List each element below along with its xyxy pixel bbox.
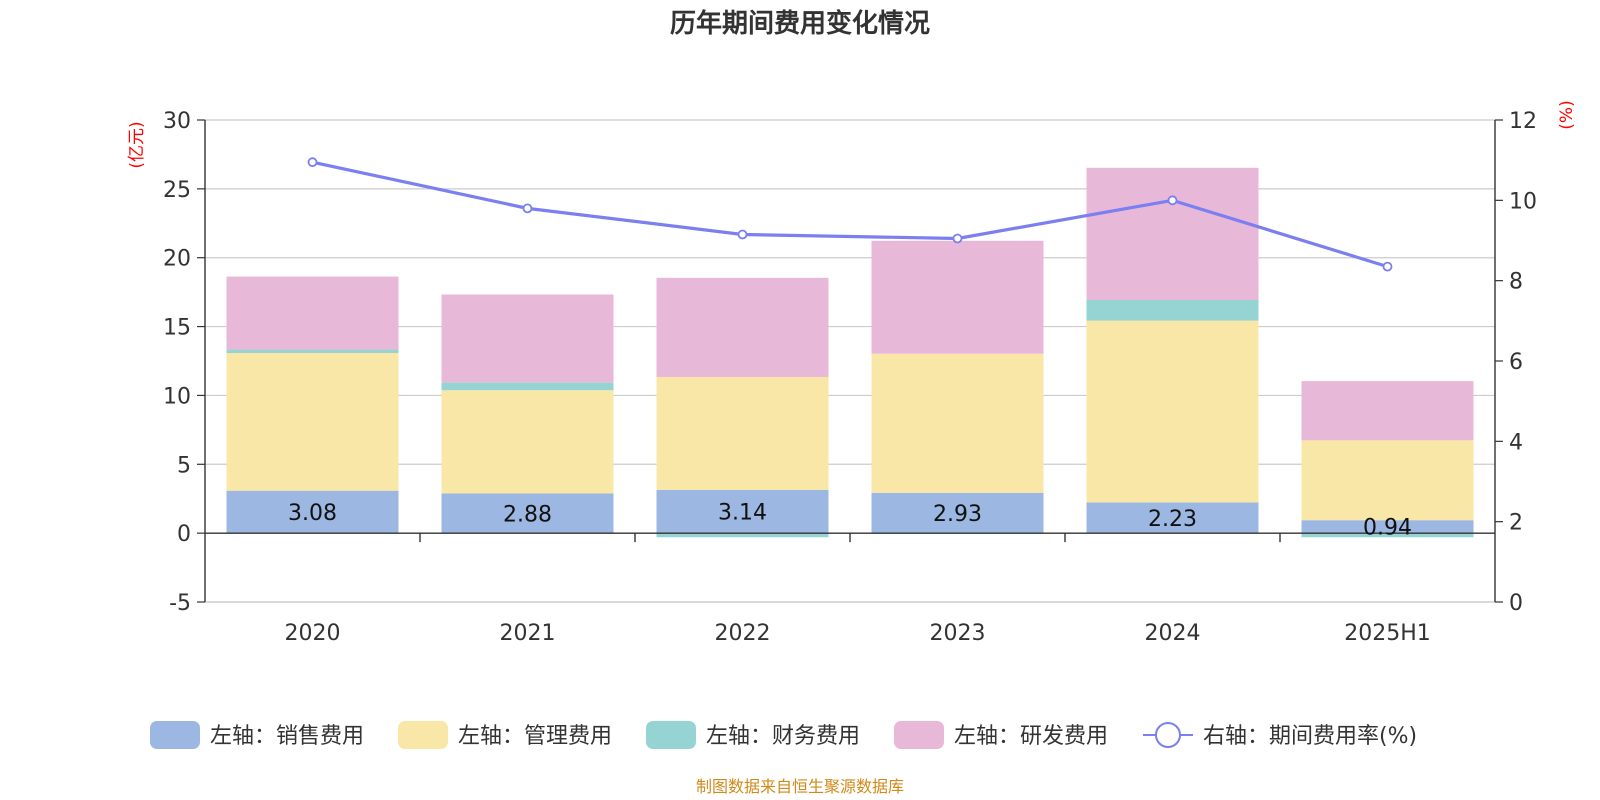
bar-segment [871,353,1044,493]
legend-label: 左轴：管理费用 [458,724,612,749]
data-labels-group: 3.08 2.88 3.14 2.93 2.23 0.94 [288,501,1412,541]
bar-segment [1301,440,1474,521]
x-tick-label: 2020 [285,621,341,646]
legend-swatch [1155,722,1181,748]
rate-point [1167,195,1178,206]
bar-segment [1301,520,1474,534]
left-tick-label: 20 [163,247,191,272]
legend-label: 左轴：财务费用 [706,724,860,749]
legend-label: 左轴：销售费用 [210,724,364,749]
x-tick-label: 2021 [500,621,556,646]
bar-segment [1086,320,1259,503]
bar-segment [1086,299,1259,321]
bar-segment [656,489,829,534]
right-tick-label: 2 [1509,511,1523,536]
data-label: 2.93 [933,502,982,527]
rate-point [522,203,533,214]
left-tick-label: 15 [163,316,191,341]
x-tick-label: 2022 [715,621,771,646]
rate-point [737,229,748,240]
left-tick-label: -5 [169,591,191,616]
line-series-group [307,157,1393,272]
data-label: 2.88 [503,502,552,527]
bar-segment [656,376,829,490]
rate-point [307,157,318,168]
bar-segment [1086,502,1259,534]
x-tick-label: 2023 [930,621,986,646]
right-tick-label: 4 [1509,430,1523,455]
axes-group: -5 0 5 10 15 20 25 30 0 2 4 6 8 10 12 2020 2021 2022 2023 2… [163,109,1537,646]
rate-point [952,233,963,244]
data-label: 2.23 [1148,507,1197,532]
rate-line [312,160,1388,269]
bar-segment [226,276,399,350]
bar-segment [871,492,1044,534]
left-tick-label: 10 [163,384,191,409]
bar-segment [441,390,614,494]
right-axis-unit: (%) [1557,100,1577,129]
right-tick-label: 0 [1509,591,1523,616]
left-axis-unit: (亿元) [127,121,147,168]
x-tick-label: 2025H1 [1344,621,1431,646]
source-note: 制图数据来自恒生聚源数据库 [696,777,904,796]
right-tick-label: 12 [1509,109,1537,134]
bar-segment [1301,533,1474,538]
bar-segment [226,353,399,491]
bar-segment [226,490,399,534]
left-tick-label: 5 [177,453,191,478]
data-label: 0.94 [1363,516,1412,541]
x-tick-label: 2024 [1145,621,1201,646]
left-tick-label: 25 [163,178,191,203]
data-label: 3.08 [288,501,337,526]
bar-segment [226,349,399,354]
grid-lines [205,119,1495,603]
bar-segment [441,493,614,534]
legend-label: 右轴：期间费用率(%) [1203,724,1417,749]
bar-segment [656,533,829,538]
bar-segment [441,294,614,383]
legend-swatch [894,721,944,749]
data-label: 3.14 [718,501,767,526]
bar-series-group [226,167,1474,538]
legend: 左轴：销售费用 左轴：管理费用 左轴：财务费用 左轴：研发费用 右轴：期间费用率(%) [150,721,1417,749]
legend-label: 左轴：研发费用 [954,724,1108,749]
rate-point [1382,261,1393,272]
legend-swatch [398,721,448,749]
bar-segment [871,240,1044,354]
legend-swatch [150,721,200,749]
bar-segment [1086,167,1259,300]
right-tick-label: 8 [1509,270,1523,295]
bar-segment [1301,381,1474,441]
left-tick-label: 30 [163,109,191,134]
left-tick-label: 0 [177,522,191,547]
right-tick-label: 10 [1509,189,1537,214]
bar-segment [441,382,614,391]
bar-segment [656,277,829,377]
legend-swatch [646,721,696,749]
right-tick-label: 6 [1509,350,1523,375]
chart-title: 历年期间费用变化情况 [670,8,930,39]
